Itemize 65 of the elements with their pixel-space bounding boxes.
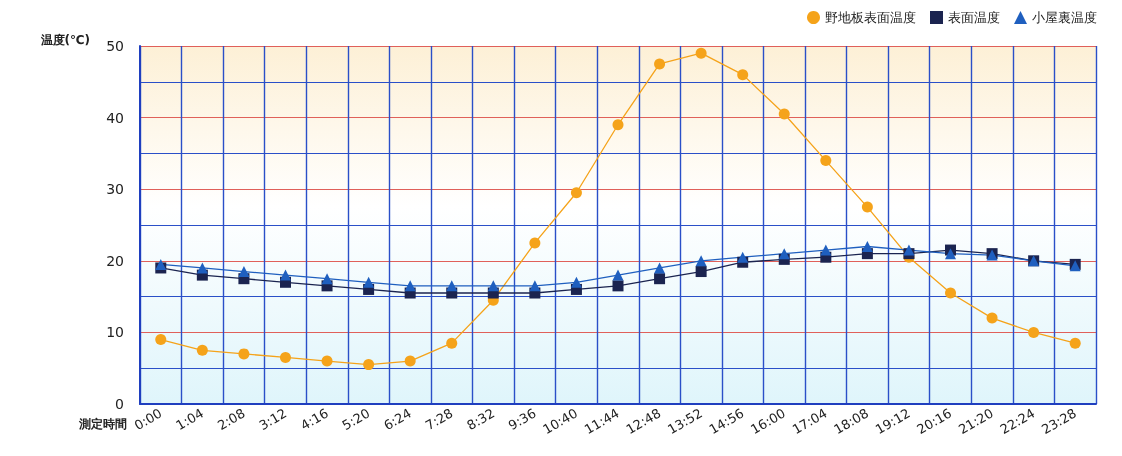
point [861, 240, 873, 252]
x-tick-label: 5:20 [339, 405, 373, 434]
point [945, 248, 957, 260]
point [820, 244, 832, 256]
point [446, 337, 458, 349]
x-tick-label: 8:32 [464, 405, 498, 434]
point [695, 255, 707, 267]
point [279, 351, 291, 363]
point [820, 155, 832, 167]
point [155, 258, 167, 270]
x-tick-label: 7:28 [422, 405, 456, 434]
point [945, 287, 957, 299]
y-tick-label: 0 [115, 396, 124, 412]
y-tick-label: 40 [106, 109, 124, 126]
point [321, 355, 333, 367]
point [654, 273, 666, 285]
point [778, 108, 790, 120]
x-tick-label: 9:36 [505, 405, 539, 434]
point [487, 280, 499, 292]
point [737, 251, 749, 263]
point [404, 355, 416, 367]
point [196, 262, 208, 274]
x-tick-label: 2:08 [214, 405, 248, 434]
point [612, 119, 624, 131]
point [654, 262, 666, 274]
point [238, 266, 250, 278]
point [1069, 337, 1081, 349]
point [861, 201, 873, 213]
point [1028, 326, 1040, 338]
point [903, 244, 915, 256]
point [238, 348, 250, 360]
point [654, 58, 666, 70]
y-tick-label: 50 [106, 38, 124, 54]
legend-label: 小屋裏温度 [1032, 10, 1097, 25]
y-tick-label: 20 [106, 252, 124, 269]
point [612, 280, 624, 292]
point [155, 334, 167, 346]
y-tick-label: 10 [106, 324, 124, 341]
point [612, 269, 624, 281]
point [279, 269, 291, 281]
point [570, 187, 582, 199]
x-tick-label: 4:16 [298, 405, 331, 434]
point [986, 312, 998, 324]
x-tick-label: 1:04 [173, 405, 207, 434]
legend-label: 野地板表面温度 [825, 10, 916, 25]
x-axis-title: 測定時間 [77, 417, 127, 431]
point [321, 273, 333, 285]
point [695, 47, 707, 59]
x-tick-label: 3:12 [256, 405, 290, 434]
point [363, 359, 375, 371]
point [695, 266, 707, 278]
point [363, 276, 375, 288]
legend-label: 表面温度 [948, 10, 1000, 25]
point [570, 276, 582, 288]
x-tick-label: 6:24 [381, 405, 414, 434]
point [737, 69, 749, 81]
y-tick-label: 30 [106, 181, 124, 198]
x-tick-label: 0:00 [131, 405, 165, 434]
point [196, 344, 208, 356]
y-axis-title: 温度(℃) [39, 33, 90, 47]
point [404, 280, 416, 292]
point [529, 237, 541, 249]
point [529, 280, 541, 292]
point [778, 248, 790, 260]
point [446, 280, 458, 292]
